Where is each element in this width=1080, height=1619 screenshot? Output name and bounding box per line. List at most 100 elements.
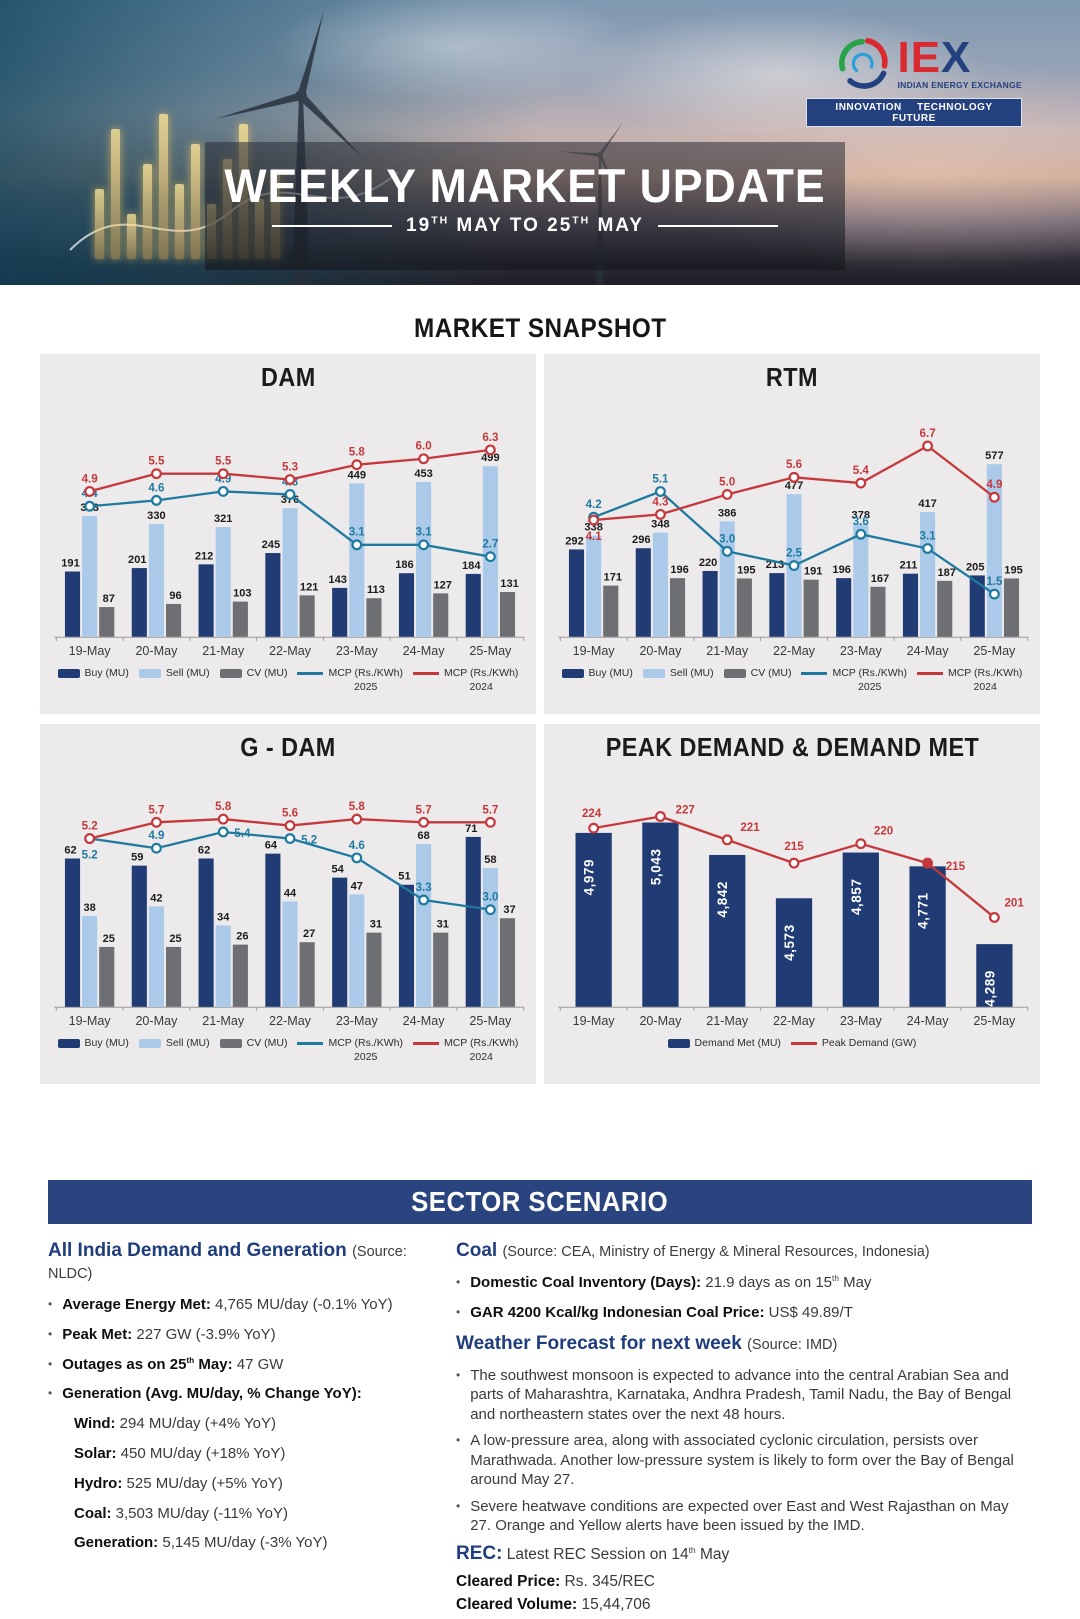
svg-text:127: 127 (433, 579, 451, 591)
MCP (Rs./KWh)-2024-series: 4.9 5.5 5.5 5.3 5.8 6.0 6.3 (82, 432, 499, 497)
svg-text:25-May: 25-May (973, 644, 1016, 658)
dam-chart-title: DAM (260, 362, 316, 392)
svg-text:4,842: 4,842 (715, 881, 730, 918)
svg-text:34: 34 (217, 911, 230, 923)
svg-text:167: 167 (871, 573, 889, 585)
svg-text:24-May: 24-May (403, 1014, 446, 1028)
svg-text:20-May: 20-May (639, 1014, 682, 1028)
svg-text:213: 213 (766, 559, 784, 571)
svg-text:5.8: 5.8 (349, 447, 366, 459)
svg-text:4.9: 4.9 (82, 473, 99, 485)
generation-lines: Wind: 294 MU/day (+4% YoY) Solar: 450 MU/… (48, 1414, 440, 1553)
svg-text:5.4: 5.4 (234, 828, 251, 840)
charts-grid: DAM1912012122451431861843533303213764494… (40, 354, 1040, 1084)
legend-item: MCP (Rs./KWh) 2025 (297, 1037, 403, 1063)
svg-text:5.0: 5.0 (719, 476, 735, 488)
svg-text:4,771: 4,771 (916, 892, 931, 929)
gdam-chart-title: G - DAM (240, 732, 336, 762)
svg-text:44: 44 (284, 887, 297, 899)
svg-text:62: 62 (64, 844, 76, 856)
svg-text:5.2: 5.2 (301, 835, 317, 847)
svg-text:201: 201 (1004, 897, 1024, 909)
rtm-chart-title: RTM (765, 362, 819, 392)
iex-logo-tagline: INNOVATION TECHNOLOGY FUTURE (806, 98, 1022, 127)
iex-logo-subtitle: INDIAN ENERGY EXCHANGE (897, 79, 1022, 90)
iex-logo: IEX INDIAN ENERGY EXCHANGE INNOVATION TE… (806, 36, 1022, 127)
svg-text:196: 196 (670, 564, 688, 576)
svg-text:21-May: 21-May (706, 1014, 749, 1028)
svg-text:87: 87 (103, 593, 115, 605)
svg-text:19-May: 19-May (69, 644, 112, 658)
dam-chart: 1912012122451431861843533303213764494534… (40, 395, 536, 667)
market-snapshot-title: MARKET SNAPSHOT (413, 313, 667, 343)
svg-text:4,857: 4,857 (849, 879, 864, 916)
bullet-item: • Average Energy Met: 4,765 MU/day (-0.1%… (48, 1296, 393, 1313)
svg-text:26: 26 (236, 931, 248, 943)
chart-panel-rtm: RTM 292 296 220 213 196 211 205 338 348 386 477 378 4… (544, 354, 1040, 714)
svg-text:5.2: 5.2 (82, 820, 98, 832)
all-india-source: (Source: NLDC) (48, 1244, 407, 1282)
chart-panel-peak: PEAK DEMAND & DEMAND MET 4,979 5,043 4,842 4… (544, 724, 1040, 1084)
svg-text:220: 220 (874, 826, 893, 838)
rec-cleared-line: Cleared Price: Rs. 345/REC (456, 1572, 656, 1590)
all-india-bullets: • Average Energy Met: 4,765 MU/day (-0.1%… (48, 1295, 440, 1404)
generation-line: Solar: 450 MU/day (+18% YoY) (74, 1444, 286, 1462)
bullet-dot: • (456, 1433, 461, 1448)
coal-weather-column: Coal (Source: CEA, Ministry of Energy & … (456, 1240, 1032, 1619)
svg-text:22-May: 22-May (773, 1014, 816, 1028)
chart-panel-dam: DAM1912012122451431861843533303213764494… (40, 354, 536, 714)
svg-text:5.5: 5.5 (148, 456, 165, 468)
Demand Met (MU)-bars: 4,979 5,043 4,842 4,573 4,857 4,771 4,289 (575, 822, 1013, 1007)
svg-text:58: 58 (484, 854, 496, 866)
svg-text:224: 224 (582, 808, 602, 820)
svg-text:25-May: 25-May (469, 644, 512, 658)
svg-text:62: 62 (198, 844, 210, 856)
svg-text:21-May: 21-May (202, 644, 245, 658)
svg-text:201: 201 (128, 554, 146, 566)
svg-text:245: 245 (262, 539, 280, 551)
date-rule-right (657, 225, 778, 227)
bullet-dot: • (456, 1304, 461, 1319)
CV (MU)-bars: 87 96 103 121 113 127 131 (99, 578, 519, 637)
svg-text:47: 47 (351, 880, 363, 892)
bullet-item: • A low-pressure area, along with associa… (456, 1432, 1014, 1489)
weather-heading: Weather Forecast for next week (Source: … (456, 1333, 1032, 1355)
gdam-chart: 62 59 62 64 54 51 71 38 42 34 44 47 68 58 25 25 26 27 31 31… (40, 765, 536, 1037)
rtm-chart-svg: 292 296 220 213 196 211 205 338 348 386 477 378 417 5… (558, 428, 1029, 658)
Sell (MU)-bars: 353330321376449453499 (80, 452, 500, 637)
svg-text:330: 330 (147, 510, 165, 522)
svg-text:338: 338 (584, 522, 602, 534)
category-labels: 19-May 20-May 21-May 22-May 23-May 24-May 25-M… (573, 1014, 1016, 1028)
svg-text:5.6: 5.6 (282, 807, 299, 819)
Peak Demand (GW)-line-series: 224 227 221 215 220 215 201 (582, 804, 1024, 923)
iex-emblem-icon (839, 38, 889, 89)
svg-text:27: 27 (303, 928, 315, 940)
legend-item: CV (MU) (723, 667, 791, 679)
rec-line: REC: Latest REC Session on 14th May (456, 1543, 1032, 1565)
svg-text:6.3: 6.3 (482, 432, 499, 444)
weather-heading-text: Weather Forecast for next week (456, 1332, 742, 1354)
svg-text:3.3: 3.3 (416, 882, 433, 894)
svg-text:221: 221 (740, 822, 760, 834)
svg-text:4.2: 4.2 (586, 499, 602, 511)
svg-text:103: 103 (233, 588, 251, 600)
svg-text:21-May: 21-May (202, 1014, 245, 1028)
bullet-dot: • (456, 1498, 461, 1513)
svg-text:22-May: 22-May (269, 1014, 312, 1028)
title-banner: WEEKLY MARKET UPDATE 19TH MAY TO 25TH MA… (205, 142, 845, 270)
legend-item: CV (MU) (219, 667, 287, 679)
generation-line: Generation: 5,145 MU/day (-3% YoY) (74, 1534, 328, 1552)
svg-text:187: 187 (937, 567, 955, 579)
legend-item: MCP (Rs./KWh) 2024 (916, 667, 1022, 693)
divider-strip (0, 285, 1080, 293)
bullet-item: • Outages as on 25th May: 47 GW (48, 1355, 284, 1373)
svg-text:24-May: 24-May (907, 1014, 950, 1028)
sector-scenario-banner: SECTOR SCENARIO (48, 1180, 1032, 1224)
Buy (MU)-bars: 62 59 62 64 54 51 71 (64, 823, 481, 1007)
svg-text:2.7: 2.7 (482, 539, 498, 551)
all-india-heading-text: All India Demand and Generation (48, 1240, 347, 1261)
rtm-legend: Buy (MU) Sell (MU) CV (MU) MCP (Rs./KWh)… (544, 667, 1040, 693)
svg-text:171: 171 (604, 572, 622, 584)
Buy (MU)-bars: 292 296 220 213 196 211 205 (565, 534, 985, 637)
